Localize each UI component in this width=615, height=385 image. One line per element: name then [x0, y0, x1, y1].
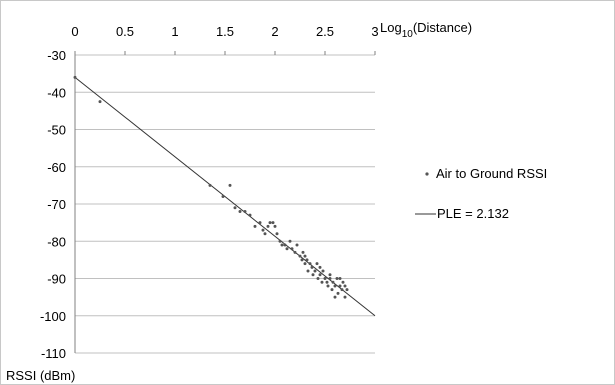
y-tick-label: -60	[47, 160, 66, 175]
data-point	[300, 258, 304, 262]
x-tick-label: 1.5	[216, 24, 234, 39]
data-point	[290, 247, 294, 251]
legend-label-fit: PLE = 2.132	[437, 206, 509, 221]
data-point	[333, 295, 337, 299]
y-tick-label: -100	[40, 309, 66, 324]
data-point	[293, 250, 297, 254]
data-point	[273, 224, 277, 228]
data-point	[253, 224, 257, 228]
data-point	[261, 228, 265, 232]
data-point	[336, 291, 340, 295]
data-point	[343, 295, 347, 299]
data-point	[271, 221, 275, 225]
data-point	[333, 284, 337, 288]
x-tick-label: 2.5	[316, 24, 334, 39]
data-point	[318, 273, 322, 277]
data-point	[288, 239, 292, 243]
y-tick-label: -50	[47, 123, 66, 138]
data-point	[338, 284, 342, 288]
data-point	[331, 280, 335, 284]
data-point	[98, 100, 102, 104]
data-point	[301, 250, 305, 254]
data-point	[295, 243, 299, 247]
data-point	[228, 183, 232, 187]
y-tick-label: -70	[47, 197, 66, 212]
data-point	[325, 280, 329, 284]
data-point	[275, 232, 279, 236]
x-tick-label: 0	[71, 24, 78, 39]
y-tick-label: -90	[47, 272, 66, 287]
data-point	[258, 221, 262, 225]
data-point	[268, 221, 272, 225]
data-point	[278, 239, 282, 243]
x-tick-label: 0.5	[116, 24, 134, 39]
grid-lines	[75, 54, 375, 354]
y-tick-labels: -30 -40 -50 -60 -70 -80 -90 -100 -110	[40, 48, 66, 361]
data-point	[280, 243, 284, 247]
y-tick-label: -30	[47, 48, 66, 63]
data-point	[323, 277, 327, 280]
y-tick-label: -40	[47, 85, 66, 100]
data-point	[73, 75, 77, 79]
data-point	[313, 269, 317, 273]
legend-label-points: Air to Ground RSSI	[436, 166, 547, 181]
x-tick-label: 2	[271, 24, 278, 39]
x-tick-label: 3	[371, 24, 378, 39]
data-point	[340, 288, 344, 292]
data-point	[345, 288, 349, 292]
data-point	[243, 209, 247, 213]
fit-line	[74, 76, 376, 317]
data-point	[310, 265, 314, 269]
data-point	[266, 224, 270, 228]
data-point	[308, 262, 312, 266]
data-point	[321, 269, 325, 273]
data-point	[330, 288, 334, 292]
data-points	[73, 75, 349, 299]
data-point	[303, 262, 307, 266]
data-point	[208, 183, 212, 187]
data-point	[320, 280, 324, 284]
y-tick-label: -110	[41, 346, 66, 361]
data-point	[338, 277, 342, 280]
y-tick-label: -80	[47, 234, 66, 249]
x-tick-label: 1	[171, 24, 178, 39]
data-point	[263, 232, 267, 236]
x-tick-labels: 0 0.5 1 1.5 2 2.5 3	[71, 24, 379, 55]
data-point	[248, 213, 252, 217]
data-point	[233, 206, 237, 210]
data-point	[221, 195, 225, 199]
data-point	[328, 277, 332, 280]
x-axis-title: Log10(Distance)	[380, 20, 472, 40]
legend-marker-points	[425, 172, 429, 176]
data-point	[305, 258, 309, 262]
data-point	[341, 280, 345, 284]
data-point	[328, 273, 332, 277]
data-point	[326, 284, 330, 288]
fit-line-layer	[74, 76, 376, 317]
data-point	[343, 284, 347, 288]
data-point	[238, 209, 242, 213]
data-point	[335, 277, 339, 280]
data-point	[283, 243, 287, 247]
data-point	[306, 269, 310, 273]
data-point	[303, 254, 307, 258]
data-point	[285, 247, 289, 251]
data-point	[311, 273, 315, 277]
y-axis-title: RSSI (dBm)	[6, 368, 75, 383]
data-point	[316, 277, 320, 280]
data-point	[315, 262, 319, 266]
legend: Air to Ground RSSI PLE = 2.132	[415, 166, 547, 221]
data-point	[298, 254, 302, 258]
data-point	[318, 265, 322, 269]
